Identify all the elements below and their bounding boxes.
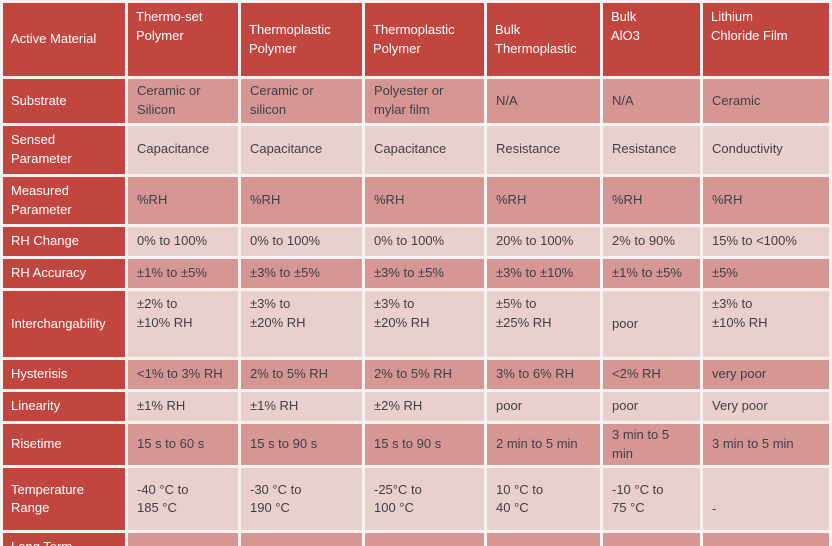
row-label: Hysterisis xyxy=(3,360,125,389)
table-cell: Ceramic or silicon xyxy=(241,79,362,123)
row-label: Measured Parameter xyxy=(3,176,125,225)
table-cell: very poor xyxy=(703,360,829,389)
table-row-temperature-range: Temperature Range -40 °C to 185 °C -30 °… xyxy=(3,468,829,531)
table-cell: ±1%RH/5 yr xyxy=(128,533,238,546)
row-label: Linearity xyxy=(3,391,125,421)
table-cell: %RH xyxy=(128,176,238,225)
table-cell: 15% to <100% xyxy=(703,227,829,257)
table-cell: 0% to 100% xyxy=(365,227,484,257)
table-cell: - xyxy=(703,468,829,531)
column-header-bulk-alo3: Bulk AlO3 xyxy=(603,3,700,76)
table-cell: ±3% to ±20% RH xyxy=(241,291,362,358)
table-cell: ±1% RH xyxy=(128,391,238,421)
corner-header-active-material: Active Material xyxy=(3,3,125,76)
table-cell: ±1% RH xyxy=(241,391,362,421)
table-cell: ±1%RH/yr xyxy=(365,533,484,546)
table-cell: 2% to 5% RH xyxy=(241,360,362,389)
table-cell: poor xyxy=(603,391,700,421)
table-cell: Polyester or mylar film xyxy=(365,79,484,123)
table-cell: 0% to 100% xyxy=(128,227,238,257)
table-row-risetime: Risetime 15 s to 60 s 15 s to 90 s 15 s … xyxy=(3,423,829,466)
table-cell: Capacitance xyxy=(241,126,362,174)
table-cell: ±3%RH/yr xyxy=(487,533,600,546)
table-row-sensed-parameter: Sensed Parameter Capacitance Capacitance… xyxy=(3,126,829,174)
table-cell: 20% to 100% xyxy=(487,227,600,257)
table-cell: 0% to 100% xyxy=(241,227,362,257)
column-header-thermoplastic-polymer-1: Thermoplastic Polymer xyxy=(241,3,362,76)
table-cell: 10 °C to 40 °C xyxy=(487,468,600,531)
column-header-thermoplastic-polymer-2: Thermoplastic Polymer xyxy=(365,3,484,76)
header-row: Active Material Thermo-set Polymer Therm… xyxy=(3,3,829,76)
column-header-bulk-thermoplastic: Bulk Thermoplastic xyxy=(487,3,600,76)
table-cell: ±2% RH xyxy=(365,391,484,421)
table-cell: 2 min to 5 min xyxy=(487,423,600,466)
table-cell: -10 °C to 75 °C xyxy=(603,468,700,531)
table-cell: Conductivity xyxy=(703,126,829,174)
table-row-rh-change: RH Change 0% to 100% 0% to 100% 0% to 10… xyxy=(3,227,829,257)
table-cell: 3 min to 5 min xyxy=(603,423,700,466)
table-cell: 3 min to 5 min xyxy=(703,423,829,466)
table-cell: Capacitance xyxy=(365,126,484,174)
row-label: Substrate xyxy=(3,79,125,123)
table-cell: N/A xyxy=(487,79,600,123)
column-header-thermoset-polymer: Thermo-set Polymer xyxy=(128,3,238,76)
table-cell: ±3% to ±5% xyxy=(365,259,484,289)
table-cell: -25°C to 100 °C xyxy=(365,468,484,531)
table-row-measured-parameter: Measured Parameter %RH %RH %RH %RH %RH %… xyxy=(3,176,829,225)
table-cell: %RH xyxy=(703,176,829,225)
table-cell: ±1%RH/yr xyxy=(241,533,362,546)
table-cell: %RH xyxy=(603,176,700,225)
table-cell: %RH xyxy=(487,176,600,225)
table-cell: ±3% to ±10% xyxy=(487,259,600,289)
table-cell: Ceramic or Silicon xyxy=(128,79,238,123)
table-cell: >1% RH/°C xyxy=(703,533,829,546)
table-row-rh-accuracy: RH Accuracy ±1% to ±5% ±3% to ±5% ±3% to… xyxy=(3,259,829,289)
table-cell: 15 s to 90 s xyxy=(365,423,484,466)
table-cell: %RH xyxy=(241,176,362,225)
row-label: RH Accuracy xyxy=(3,259,125,289)
table-cell: -30 °C to 190 °C xyxy=(241,468,362,531)
row-label: Interchangability xyxy=(3,291,125,358)
table-cell: -40 °C to 185 °C xyxy=(128,468,238,531)
table-cell: N/A xyxy=(603,79,700,123)
table-cell: ±5% to ±25% RH xyxy=(487,291,600,358)
table-cell: ±5% xyxy=(703,259,829,289)
row-label: RH Change xyxy=(3,227,125,257)
column-header-lithium-chloride-film: Lithium Chloride Film xyxy=(703,3,829,76)
row-label: Sensed Parameter xyxy=(3,126,125,174)
table-cell: ±3% RH/yr xyxy=(603,533,700,546)
table-cell: ±1% to ±5% xyxy=(603,259,700,289)
row-label: Temperature Range xyxy=(3,468,125,531)
table-cell: 3% to 6% RH xyxy=(487,360,600,389)
table-cell: ±3% to ±10% RH xyxy=(703,291,829,358)
table-cell: Capacitance xyxy=(128,126,238,174)
table-cell: ±3% to ±20% RH xyxy=(365,291,484,358)
table-cell: poor xyxy=(487,391,600,421)
table-cell: 15 s to 90 s xyxy=(241,423,362,466)
table-cell: poor xyxy=(603,291,700,358)
table-row-linearity: Linearity ±1% RH ±1% RH ±2% RH poor poor… xyxy=(3,391,829,421)
table-cell: %RH xyxy=(365,176,484,225)
table-cell: ±2% to ±10% RH xyxy=(128,291,238,358)
table-cell: 15 s to 60 s xyxy=(128,423,238,466)
table-cell: <1% to 3% RH xyxy=(128,360,238,389)
row-label: Risetime xyxy=(3,423,125,466)
table-cell: ±1% to ±5% xyxy=(128,259,238,289)
table-cell: ±3% to ±5% xyxy=(241,259,362,289)
table-cell: Ceramic xyxy=(703,79,829,123)
table-row-hysterisis: Hysterisis <1% to 3% RH 2% to 5% RH 2% t… xyxy=(3,360,829,389)
table-cell: <2% RH xyxy=(603,360,700,389)
table-cell: 2% to 5% RH xyxy=(365,360,484,389)
table-row-substrate: Substrate Ceramic or Silicon Ceramic or … xyxy=(3,79,829,123)
row-label: Long Term Stability xyxy=(3,533,125,546)
table-cell: Resistance xyxy=(487,126,600,174)
table-cell: 2% to 90% xyxy=(603,227,700,257)
table-row-long-term-stability: Long Term Stability ±1%RH/5 yr ±1%RH/yr … xyxy=(3,533,829,546)
table-row-interchangability: Interchangability ±2% to ±10% RH ±3% to … xyxy=(3,291,829,358)
table-cell: Resistance xyxy=(603,126,700,174)
table-cell: Very poor xyxy=(703,391,829,421)
